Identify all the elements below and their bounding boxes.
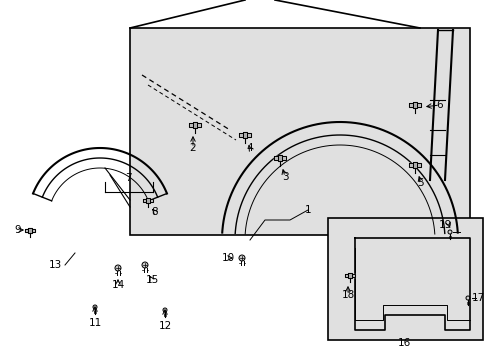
Text: 12: 12 (158, 321, 171, 331)
Text: 10: 10 (221, 253, 234, 263)
Polygon shape (146, 198, 150, 202)
Text: 14: 14 (111, 280, 124, 290)
Polygon shape (347, 273, 351, 278)
Text: 6: 6 (436, 100, 443, 110)
Circle shape (93, 305, 97, 309)
Polygon shape (282, 156, 285, 160)
Text: 3: 3 (281, 172, 288, 182)
Text: 2: 2 (189, 143, 196, 153)
Text: 11: 11 (88, 318, 102, 328)
Polygon shape (417, 103, 420, 107)
Text: 8: 8 (151, 207, 158, 217)
Polygon shape (412, 102, 417, 108)
Text: 16: 16 (397, 338, 410, 348)
Bar (327, 218, 482, 340)
Polygon shape (242, 132, 247, 138)
Circle shape (115, 265, 121, 271)
Text: 7: 7 (124, 173, 131, 183)
Text: 5: 5 (417, 178, 424, 188)
Circle shape (142, 262, 148, 268)
Bar (130, 28, 469, 235)
Polygon shape (345, 274, 347, 276)
Text: 13: 13 (48, 260, 61, 270)
Polygon shape (247, 133, 250, 137)
Polygon shape (189, 123, 192, 127)
Circle shape (163, 308, 167, 312)
Polygon shape (197, 123, 201, 127)
Polygon shape (412, 162, 417, 168)
Text: 1: 1 (304, 205, 311, 215)
Circle shape (447, 230, 451, 234)
Text: 19: 19 (437, 220, 451, 230)
Text: 17: 17 (470, 293, 484, 303)
Polygon shape (277, 155, 282, 161)
Text: 15: 15 (145, 275, 158, 285)
Polygon shape (351, 274, 354, 276)
Polygon shape (408, 163, 412, 167)
Polygon shape (408, 103, 412, 107)
Polygon shape (150, 198, 153, 202)
Circle shape (465, 296, 469, 300)
Text: 9: 9 (15, 225, 21, 235)
Polygon shape (192, 122, 197, 128)
Circle shape (239, 255, 244, 261)
Polygon shape (28, 228, 32, 233)
Polygon shape (142, 198, 146, 202)
Polygon shape (32, 229, 35, 231)
Polygon shape (417, 163, 420, 167)
Text: 4: 4 (246, 143, 253, 153)
Polygon shape (239, 133, 242, 137)
Text: 18: 18 (341, 290, 354, 300)
Polygon shape (25, 229, 28, 231)
Polygon shape (273, 156, 277, 160)
